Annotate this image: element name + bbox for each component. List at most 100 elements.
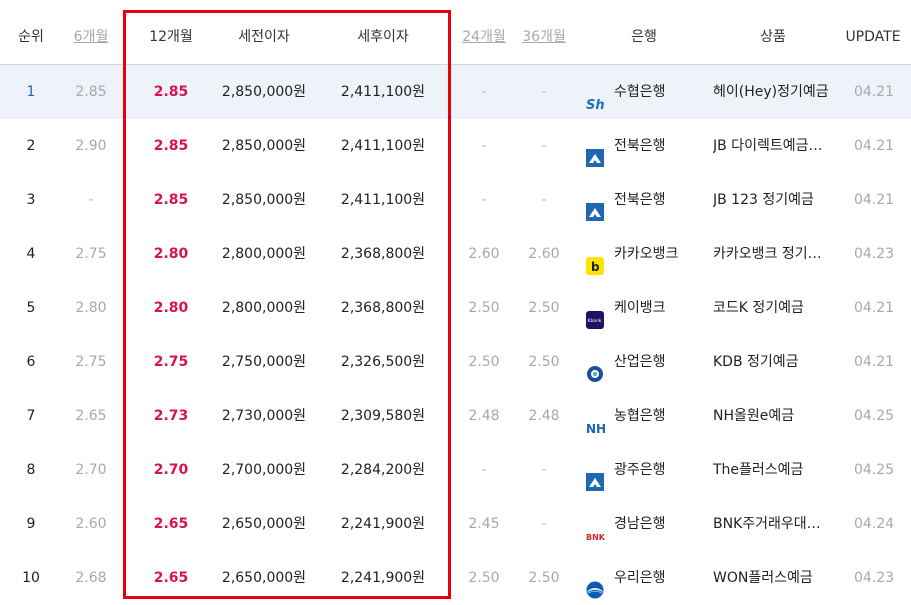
bank-cell[interactable]: Kbank 케이뱅크 [586,281,702,335]
table-row[interactable]: 10 2.68 2.65 2,650,000원 2,241,900원 2.50 … [0,551,911,605]
product-name-cell[interactable]: 카카오뱅크 정기… [713,246,822,262]
rate-6month-cell: 2.75 [75,354,107,370]
table-row[interactable]: 7 2.65 2.73 2,730,000원 2,309,580원 2.48 2… [0,389,911,443]
table-header: 순위 6개월 12개월 세전이자 세후이자 24개월 36개월 은행 상품 UP… [0,10,911,65]
update-date-cell: 04.21 [853,192,895,208]
header-pretax-interest: 세전이자 [238,29,290,45]
rate-12month-cell: 2.65 [153,570,189,586]
product-name-cell[interactable]: NH올원e예금 [713,408,795,424]
update-date-cell: 04.24 [853,516,895,532]
bank-cell[interactable]: b 카카오뱅크 [586,227,702,281]
posttax-interest-cell: 2,309,580원 [340,408,426,424]
table-row[interactable]: 4 2.75 2.80 2,800,000원 2,368,800원 2.60 2… [0,227,911,281]
rate-24month-cell: 2.50 [468,354,500,370]
rank-cell: 6 [26,354,36,370]
pretax-interest-cell: 2,650,000원 [221,516,307,532]
bank-name: 케이뱅크 [614,300,666,316]
posttax-interest-cell: 2,411,100원 [340,84,426,100]
bank-name: 농협은행 [614,408,666,424]
rate-36month-cell: 2.50 [528,354,560,370]
svg-text:BNK: BNK [586,533,606,542]
posttax-interest-cell: 2,411,100원 [340,192,426,208]
svg-text:Sh: Sh [586,98,605,113]
update-date-cell: 04.21 [853,354,895,370]
pretax-interest-cell: 2,850,000원 [221,138,307,154]
table-row[interactable]: 5 2.80 2.80 2,800,000원 2,368,800원 2.50 2… [0,281,911,335]
product-name-cell[interactable]: The플러스예금 [713,462,804,478]
svg-text:Kbank: Kbank [588,318,602,324]
rate-6month-cell: - [88,192,94,208]
product-name-cell[interactable]: JB 123 정기예금 [713,192,814,208]
rank-cell: 4 [26,246,36,262]
pretax-interest-cell: 2,800,000원 [221,300,307,316]
rate-24month-cell: - [481,462,487,478]
table-row[interactable]: 2 2.90 2.85 2,850,000원 2,411,100원 - - 전북… [0,119,911,173]
table-row[interactable]: 1 2.85 2.85 2,850,000원 2,411,100원 - - Sh… [0,65,911,119]
pretax-interest-cell: 2,650,000원 [221,570,307,586]
bank-name: 우리은행 [614,570,666,586]
bank-cell[interactable]: 전북은행 [586,173,702,227]
bank-cell[interactable]: 산업은행 [586,335,702,389]
rate-36month-cell: - [541,138,547,154]
header-24month-sort[interactable]: 24개월 [462,29,506,45]
update-date-cell: 04.25 [853,462,895,478]
svg-text:NH: NH [586,422,606,436]
product-name-cell[interactable]: BNK주거래우대… [713,516,821,532]
kbank-logo-icon: Kbank [586,298,604,329]
header-rank: 순위 [18,29,44,45]
rate-36month-cell: 2.50 [528,570,560,586]
header-36month-sort[interactable]: 36개월 [522,29,566,45]
bank-name: 전북은행 [614,192,666,208]
bank-cell[interactable]: BNK 경남은행 [586,497,702,551]
product-name-cell[interactable]: KDB 정기예금 [713,354,799,370]
pretax-interest-cell: 2,700,000원 [221,462,307,478]
update-date-cell: 04.21 [853,138,895,154]
bank-name: 경남은행 [614,516,666,532]
product-name-cell[interactable]: WON플러스예금 [713,570,813,586]
pretax-interest-cell: 2,850,000원 [221,192,307,208]
rate-36month-cell: 2.60 [528,246,560,262]
woori-logo-icon [586,568,604,599]
rank-cell: 10 [22,570,40,586]
bank-cell[interactable]: NH 농협은행 [586,389,702,443]
header-6month-sort[interactable]: 6개월 [73,29,109,45]
table-row[interactable]: 9 2.60 2.65 2,650,000원 2,241,900원 2.45 -… [0,497,911,551]
table-row[interactable]: 8 2.70 2.70 2,700,000원 2,284,200원 - - 광주… [0,443,911,497]
bank-cell[interactable]: Sh 수협은행 [586,65,702,119]
product-name-cell[interactable]: JB 다이렉트예금… [713,138,823,154]
jeonbuk-logo-icon [586,136,604,167]
bnk-logo-icon: BNK [586,514,606,542]
update-date-cell: 04.21 [853,84,895,100]
rate-24month-cell: 2.50 [468,300,500,316]
bank-cell[interactable]: 우리은행 [586,551,702,605]
table-row[interactable]: 3 - 2.85 2,850,000원 2,411,100원 - - 전북은행 … [0,173,911,227]
rate-6month-cell: 2.70 [75,462,107,478]
update-date-cell: 04.21 [853,300,895,316]
product-name-cell[interactable]: 코드K 정기예금 [713,300,804,316]
rate-12month-cell: 2.70 [153,462,189,478]
rank-cell: 7 [26,408,36,424]
rate-12month-cell: 2.65 [153,516,189,532]
rate-6month-cell: 2.65 [75,408,107,424]
rank-cell: 3 [26,192,36,208]
rank-cell: 5 [26,300,36,316]
posttax-interest-cell: 2,368,800원 [340,300,426,316]
jeonbuk-logo-icon [586,190,604,221]
bank-name: 전북은행 [614,138,666,154]
rank-cell: 2 [26,138,36,154]
rate-6month-cell: 2.85 [75,84,107,100]
rate-6month-cell: 2.75 [75,246,107,262]
bank-cell[interactable]: 전북은행 [586,119,702,173]
rate-36month-cell: 2.50 [528,300,560,316]
posttax-interest-cell: 2,326,500원 [340,354,426,370]
bank-cell[interactable]: 광주은행 [586,443,702,497]
rate-24month-cell: - [481,84,487,100]
bank-name: 수협은행 [614,84,666,100]
table-row[interactable]: 6 2.75 2.75 2,750,000원 2,326,500원 2.50 2… [0,335,911,389]
product-name-cell[interactable]: 헤이(Hey)정기예금 [713,84,829,100]
rank-cell: 1 [26,84,36,100]
posttax-interest-cell: 2,411,100원 [340,138,426,154]
header-bank: 은행 [631,29,657,45]
rate-24month-cell: 2.50 [468,570,500,586]
rank-cell: 9 [26,516,36,532]
